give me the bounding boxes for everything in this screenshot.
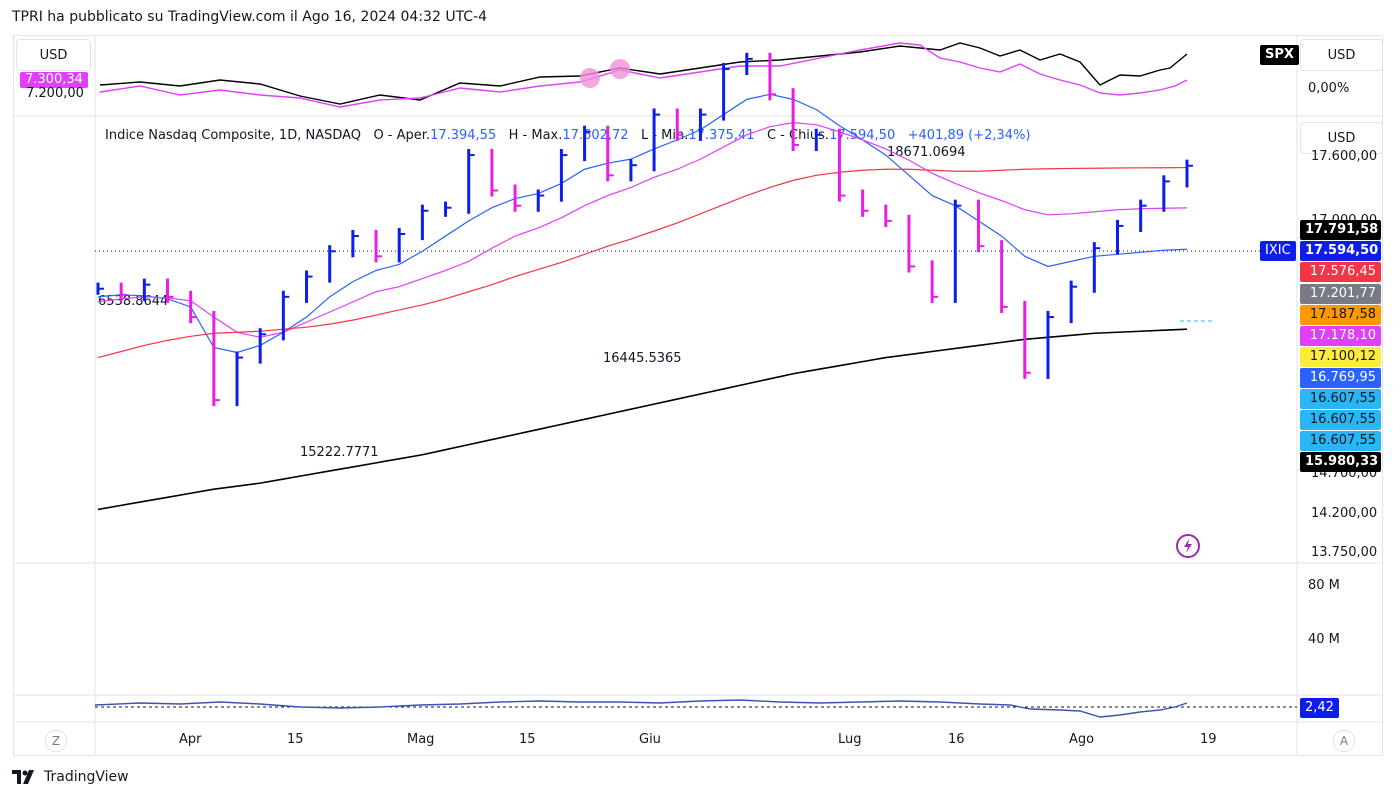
price-chart (95, 52, 1297, 511)
moving-average-line (97, 328, 1188, 511)
lightning-icon[interactable] (1174, 532, 1202, 560)
y-tick-1: 17.600,00 (1311, 149, 1378, 164)
price-label: 16.769,95 (1300, 368, 1381, 388)
volume-tick-1: 80 M (1308, 578, 1340, 593)
moving-average-line (97, 166, 1188, 359)
price-label: 16.607,55 (1300, 389, 1381, 409)
legend-close-value: 17.594,50 (829, 128, 896, 143)
x-label-giu: Giu (639, 732, 661, 747)
price-label: 17.187,58 (1300, 305, 1381, 325)
event-marker-2 (610, 59, 630, 79)
symbol-tag-ixic: IXIC (1260, 241, 1296, 261)
comparison-line-ixic (99, 42, 1188, 108)
moving-average-lines (97, 93, 1188, 511)
price-label: 16.607,55 (1300, 431, 1381, 451)
x-label-mag-15: 15 (519, 732, 536, 747)
moving-average-line (97, 93, 1188, 354)
currency-button-main[interactable]: USD (1300, 122, 1383, 154)
price-label: 17.576,45 (1300, 262, 1381, 282)
axis-z-button[interactable]: Z (45, 730, 67, 752)
axis-a-button[interactable]: A (1333, 730, 1355, 752)
event-marker-1 (580, 68, 600, 88)
x-label-ago: Ago (1069, 732, 1095, 747)
price-label: 16.607,55 (1300, 410, 1381, 430)
publish-line: TPRI ha pubblicato su TradingView.com il… (12, 9, 488, 25)
symbol-legend: Indice Nasdaq Composite, 1D, NASDAQ O - … (105, 128, 1031, 143)
annotation-mid: 16445.5365 (603, 351, 682, 366)
price-label: 15.980,33 (1300, 452, 1381, 472)
y-tick-5: 13.750,00 (1311, 545, 1378, 560)
currency-button-top-right[interactable]: USD (1300, 39, 1383, 71)
legend-change: +401,89 (+2,34%) (907, 128, 1031, 143)
price-label: 17.178,10 (1300, 326, 1381, 346)
top-left-value-label: 7.300,34 (20, 72, 88, 88)
x-label-lug-16: 16 (948, 732, 965, 747)
legend-high-value: 17.602,72 (562, 128, 629, 143)
x-label-mag: Mag (407, 732, 435, 747)
annotation-left: 6538.8644 (98, 294, 169, 309)
x-label-ago-19: 19 (1200, 732, 1217, 747)
x-label-lug: Lug (838, 732, 862, 747)
comparison-chart (99, 42, 1188, 108)
annotation-high: 18671.0694 (887, 145, 966, 160)
top-left-tick: 7.200,00 (26, 86, 84, 101)
price-marks (96, 52, 1193, 407)
indicator-chart (94, 699, 1297, 718)
moving-average-line (97, 122, 1188, 338)
legend-open-value: 17.394,55 (430, 128, 497, 143)
price-label: 17.594,50 (1300, 241, 1381, 261)
chart-frame (13, 35, 1383, 756)
compare-symbol-tag: SPX (1260, 45, 1299, 65)
volume-tick-2: 40 M (1308, 632, 1340, 647)
indicator-value-label: 2,42 (1300, 698, 1339, 718)
legend-close-label: C - Chius. (766, 128, 830, 143)
indicator-line (94, 699, 1188, 718)
legend-name: Indice Nasdaq Composite, 1D, NASDAQ (105, 128, 362, 143)
brand-name: TradingView (44, 769, 129, 785)
tradingview-logo-icon (12, 770, 34, 784)
price-label: 17.201,77 (1300, 284, 1381, 304)
x-label-apr-15: 15 (287, 732, 304, 747)
annotation-low: 15222.7771 (300, 445, 379, 460)
price-label: 17.791,58 (1300, 220, 1381, 240)
currency-button-top-left[interactable]: USD (16, 39, 91, 71)
footer-brand[interactable]: TradingView (12, 769, 129, 785)
x-label-apr: Apr (179, 732, 202, 747)
legend-high-label: H - Max. (508, 128, 563, 143)
price-label: 17.100,12 (1300, 347, 1381, 367)
legend-open-label: O - Aper. (373, 128, 431, 143)
y-tick-4: 14.200,00 (1311, 506, 1378, 521)
comparison-line-spx (99, 42, 1188, 105)
top-right-percent: 0,00% (1308, 81, 1350, 96)
